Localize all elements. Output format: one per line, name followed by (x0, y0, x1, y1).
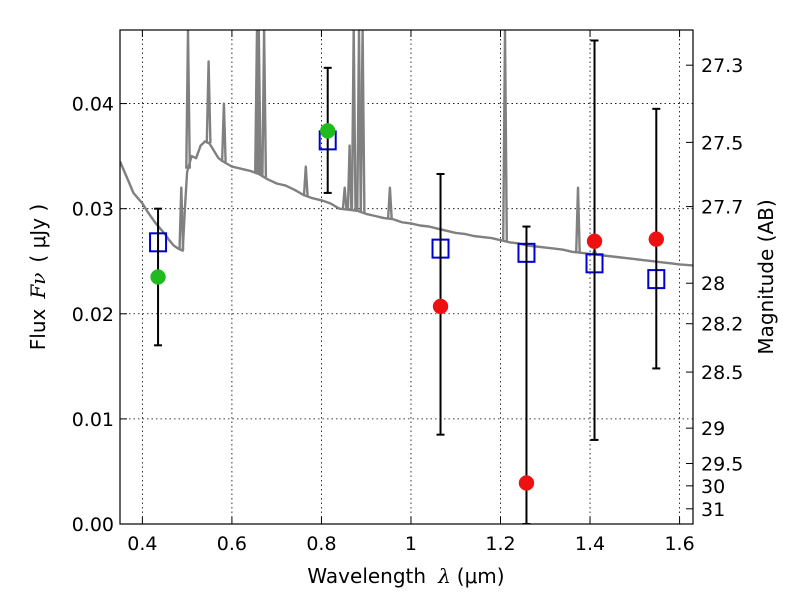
emission-line (502, 30, 508, 242)
y-axis-unit: ( μJy ) (26, 204, 50, 263)
y-axis-title-group: Flux Fν ( μJy ) (26, 204, 50, 350)
y2-tick-label: 28 (701, 273, 725, 295)
y-tick-label: 0.03 (72, 199, 114, 221)
y-tick-label: 0.04 (72, 94, 114, 116)
y-axis-symbol: Fν (26, 273, 50, 300)
emission-line (220, 102, 227, 162)
emission-line (341, 186, 348, 210)
emission-line (205, 60, 212, 144)
emission-line (261, 30, 268, 178)
y-tick-label: 0.02 (72, 304, 114, 326)
emission-line (178, 186, 185, 251)
x-axis-title: Wavelength λ (μm) (307, 564, 504, 588)
plot-frame (119, 29, 694, 525)
y-tick-label: 0.01 (72, 409, 114, 431)
y2-tick-label: 30 (701, 476, 725, 498)
x-tick-label: 1.4 (575, 533, 605, 555)
y2-tick-label: 27.7 (701, 197, 743, 219)
low-significance-point (586, 233, 603, 250)
low-significance-point (648, 231, 665, 247)
y-axis-title: Flux Fν ( μJy ) (26, 204, 50, 350)
y2-tick-label: 28.5 (701, 362, 743, 384)
emission-line (346, 144, 353, 210)
emission-line (575, 186, 581, 253)
y2-axis-title-group: Magnitude (AB) (754, 199, 778, 354)
low-significance-point (432, 298, 449, 315)
detections-point (150, 269, 166, 285)
y2-tick-label: 28.2 (701, 314, 743, 336)
low-significance-point (518, 475, 535, 491)
y-axis-title-text: Flux (26, 308, 50, 350)
x-tick-label: 0.4 (127, 533, 157, 555)
plot-area (120, 30, 693, 524)
detections-point (319, 123, 336, 139)
y2-tick-label: 29 (701, 418, 725, 440)
emission-line (359, 30, 366, 213)
x-tick-label: 0.6 (217, 533, 247, 555)
x-tick-label: 1.6 (664, 533, 694, 555)
emission-line (386, 186, 393, 219)
y2-axis-title: Magnitude (AB) (754, 199, 778, 354)
x-tick-label: 1.2 (485, 533, 515, 555)
x-tick-label: 1 (405, 533, 417, 555)
y2-tick-label: 27.3 (701, 55, 743, 77)
y2-tick-label: 27.5 (701, 132, 743, 154)
emission-line (255, 30, 262, 175)
emission-line (185, 30, 191, 169)
emission-line (350, 30, 357, 211)
x-axis-symbol: λ (437, 564, 451, 588)
y2-tick-label: 29.5 (701, 454, 743, 476)
x-tick-label: 0.8 (306, 533, 336, 555)
emission-line (302, 165, 309, 196)
x-axis-unit: (μm) (457, 564, 505, 588)
axes: 0.4 0.6 0.8 1 1.2 1.4 1.6 0.00 0.01 0.02 0.03 0.04 2… (72, 30, 743, 555)
y2-tick-label: 31 (701, 499, 725, 521)
y-tick-label: 0.00 (72, 514, 114, 536)
x-axis-title-text: Wavelength (307, 564, 426, 588)
emission-line (356, 30, 362, 212)
